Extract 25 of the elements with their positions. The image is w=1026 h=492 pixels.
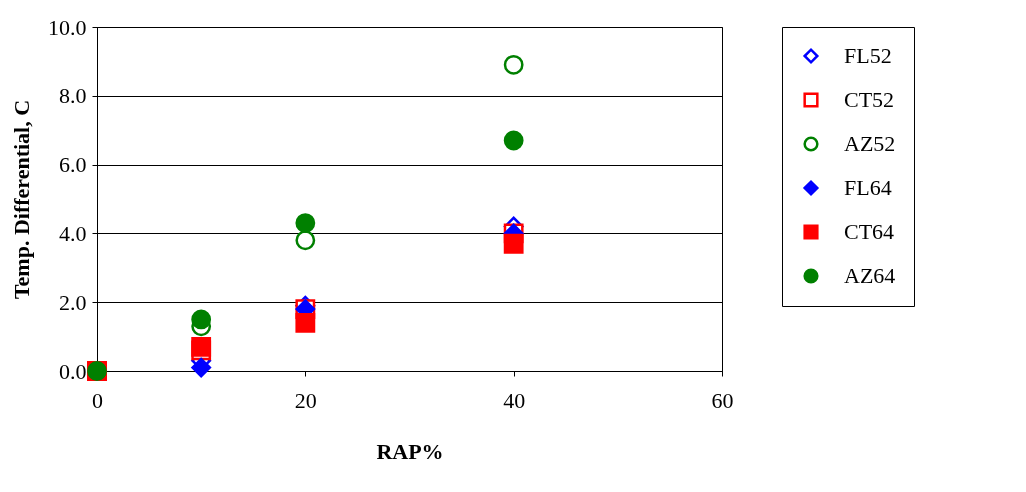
point: [503, 233, 524, 254]
legend-label: FL64: [844, 175, 892, 200]
legend-label: CT52: [844, 87, 895, 112]
point: [295, 213, 316, 233]
point: [295, 312, 316, 333]
legend-label: AZ52: [844, 131, 896, 156]
legend-label: FL52: [844, 43, 892, 68]
x-tick-label: 60: [711, 387, 734, 413]
legend-label: CT64: [844, 219, 895, 244]
y-tick-label: 0.0: [59, 358, 87, 384]
legend-label: AZ64: [844, 263, 896, 288]
point: [191, 309, 212, 330]
x-axis-title: RAP%: [376, 438, 444, 464]
point: [503, 130, 524, 151]
x-tick-label: 20: [294, 387, 317, 413]
y-tick-label: 10.0: [48, 14, 87, 40]
y-axis-title: Temp. Differential, C: [9, 99, 34, 300]
y-tick-label: 8.0: [59, 83, 87, 109]
y-tick-label: 6.0: [59, 152, 87, 178]
x-tick-label: 0: [92, 387, 103, 413]
x-tick-label: 40: [503, 387, 526, 413]
y-tick-label: 4.0: [59, 220, 87, 246]
point: [503, 54, 524, 75]
y-tick-label: 2.0: [59, 289, 87, 315]
point: [295, 230, 316, 251]
